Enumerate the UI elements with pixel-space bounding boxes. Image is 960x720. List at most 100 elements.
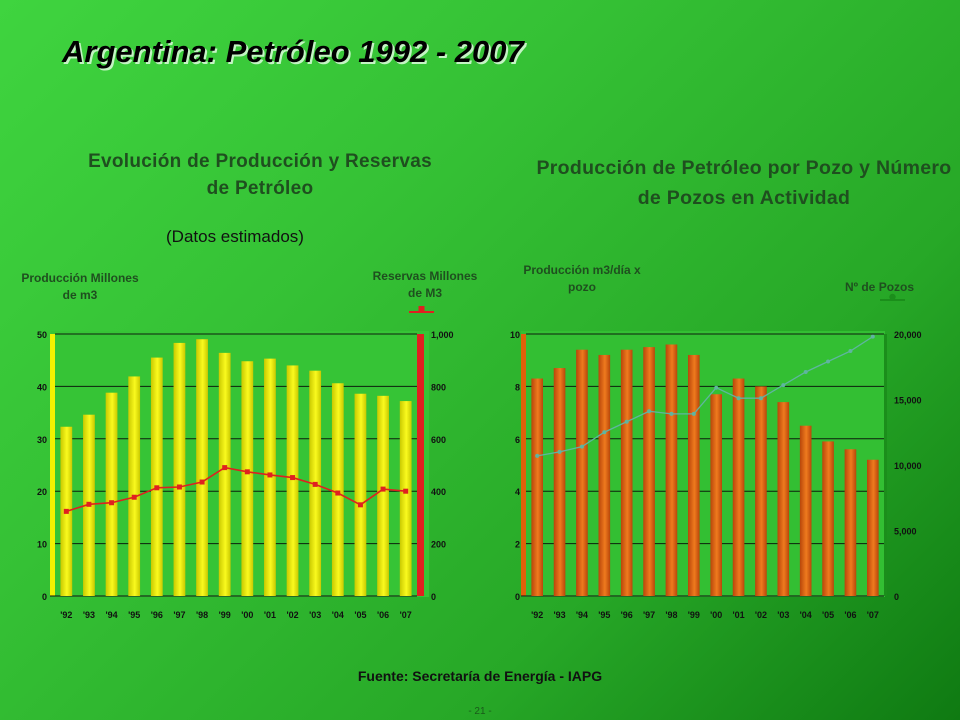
R-right-tick-label: 20,000 [894, 330, 922, 340]
R-bar [755, 386, 767, 596]
page-title: Argentina: Petróleo 1992 - 2007 [62, 34, 524, 69]
L-line-point [380, 486, 386, 492]
R-right-tick-label: 10,000 [894, 461, 922, 471]
L-bar [173, 342, 186, 596]
R-x-tick-label: '95 [598, 610, 610, 620]
L-bar [286, 365, 299, 596]
R-x-tick-label: '98 [665, 610, 677, 620]
R-bar [531, 378, 544, 596]
L-left-tick-label: 50 [37, 330, 47, 340]
right-chart-title: Producción de Petróleo por Pozo y Número… [536, 157, 952, 209]
L-x-tick-label: '94 [105, 610, 117, 620]
L-right-tick-label: 600 [431, 435, 446, 445]
L-right-tick-label: 800 [431, 382, 446, 392]
R-x-tick-label: '99 [688, 610, 700, 620]
R-x-tick-label: '93 [553, 610, 565, 620]
R-left-tick-label: 2 [515, 540, 520, 550]
pozos-legend-marker [889, 293, 896, 301]
L-bar [354, 393, 367, 596]
R-x-tick-label: '00 [710, 610, 722, 620]
R-bar [687, 354, 700, 596]
L-bar [241, 361, 254, 596]
L-right-tick-label: 0 [431, 592, 436, 602]
page-number: - 21 - [468, 706, 492, 717]
L-x-tick-label: '02 [286, 610, 298, 620]
R-left-tick-label: 4 [515, 487, 520, 497]
L-line-point [290, 475, 296, 481]
L-line-point [63, 508, 69, 514]
right-chart-right-axis-title: Nº de Pozos [844, 280, 915, 294]
R-right-tick-label: 15,000 [894, 396, 922, 406]
R-line-point [803, 369, 808, 374]
R-line-point [602, 430, 607, 435]
R-bar [576, 349, 588, 596]
R-x-tick-label: '03 [777, 610, 789, 620]
L-bar [150, 357, 163, 596]
reservas-legend-marker [418, 306, 425, 312]
L-x-tick-label: '03 [309, 610, 321, 620]
R-left-tick-label: 6 [515, 435, 520, 445]
R-right-tick-label: 0 [894, 592, 899, 602]
R-line-point [691, 411, 696, 416]
R-left-tick-label: 10 [510, 330, 520, 340]
R-bar [710, 394, 723, 596]
L-x-tick-label: '00 [241, 610, 253, 620]
R-line-point [669, 411, 674, 416]
L-x-tick-label: '05 [354, 610, 366, 620]
L-left-tick-label: 0 [42, 592, 47, 602]
R-bar [822, 441, 834, 596]
R-x-tick-label: '02 [755, 610, 767, 620]
L-line-point [335, 490, 341, 496]
R-line-point [557, 449, 562, 454]
L-line-point [357, 502, 363, 508]
R-bar [866, 459, 879, 596]
R-left-tick-label: 8 [515, 382, 520, 392]
L-left-tick-label: 10 [37, 540, 47, 550]
L-x-tick-label: '01 [264, 610, 276, 620]
R-x-tick-label: '96 [621, 610, 633, 620]
R-line-series [537, 336, 874, 457]
L-x-tick-label: '07 [400, 610, 412, 620]
L-x-tick-label: '96 [151, 610, 163, 620]
L-x-tick-label: '04 [332, 610, 344, 620]
R-x-tick-label: '01 [732, 610, 744, 620]
R-line-point [714, 385, 719, 390]
L-line-point [312, 481, 318, 487]
L-line-point [154, 485, 160, 491]
R-bar [620, 349, 633, 596]
L-bar [377, 395, 389, 596]
L-bar [218, 352, 231, 596]
L-bar [331, 383, 344, 596]
R-x-tick-label: '04 [800, 610, 812, 620]
R-x-tick-label: '05 [822, 610, 834, 620]
L-x-tick-label: '06 [377, 610, 389, 620]
L-left-tick-label: 30 [37, 435, 47, 445]
L-bar [105, 392, 118, 596]
L-bar [399, 401, 412, 596]
L-x-tick-label: '98 [196, 610, 208, 620]
R-x-tick-label: '94 [576, 610, 588, 620]
L-x-tick-label: '95 [128, 610, 140, 620]
R-bar [643, 347, 655, 596]
R-line-point [647, 409, 652, 414]
R-line-point [826, 359, 831, 364]
L-right-tick-label: 1,000 [431, 330, 454, 340]
L-right-tick-label: 400 [431, 487, 446, 497]
R-x-tick-label: '07 [867, 610, 879, 620]
R-line-point [870, 334, 875, 339]
L-bar [196, 339, 208, 596]
R-x-tick-label: '92 [531, 610, 543, 620]
L-x-tick-label: '93 [83, 610, 95, 620]
left-chart-title: Evolución de Producción y Reservas de Pe… [88, 151, 432, 199]
R-line-point [848, 349, 853, 354]
R-left-axis [521, 334, 526, 596]
L-line-point [131, 494, 137, 500]
R-bar [799, 425, 812, 596]
R-bar [665, 344, 678, 596]
R-right-tick-label: 5,000 [894, 527, 917, 537]
R-line-point [736, 396, 741, 401]
R-bar [777, 402, 790, 596]
L-left-tick-label: 40 [37, 382, 47, 392]
R-line-point [758, 396, 763, 401]
L-right-axis [417, 334, 424, 596]
